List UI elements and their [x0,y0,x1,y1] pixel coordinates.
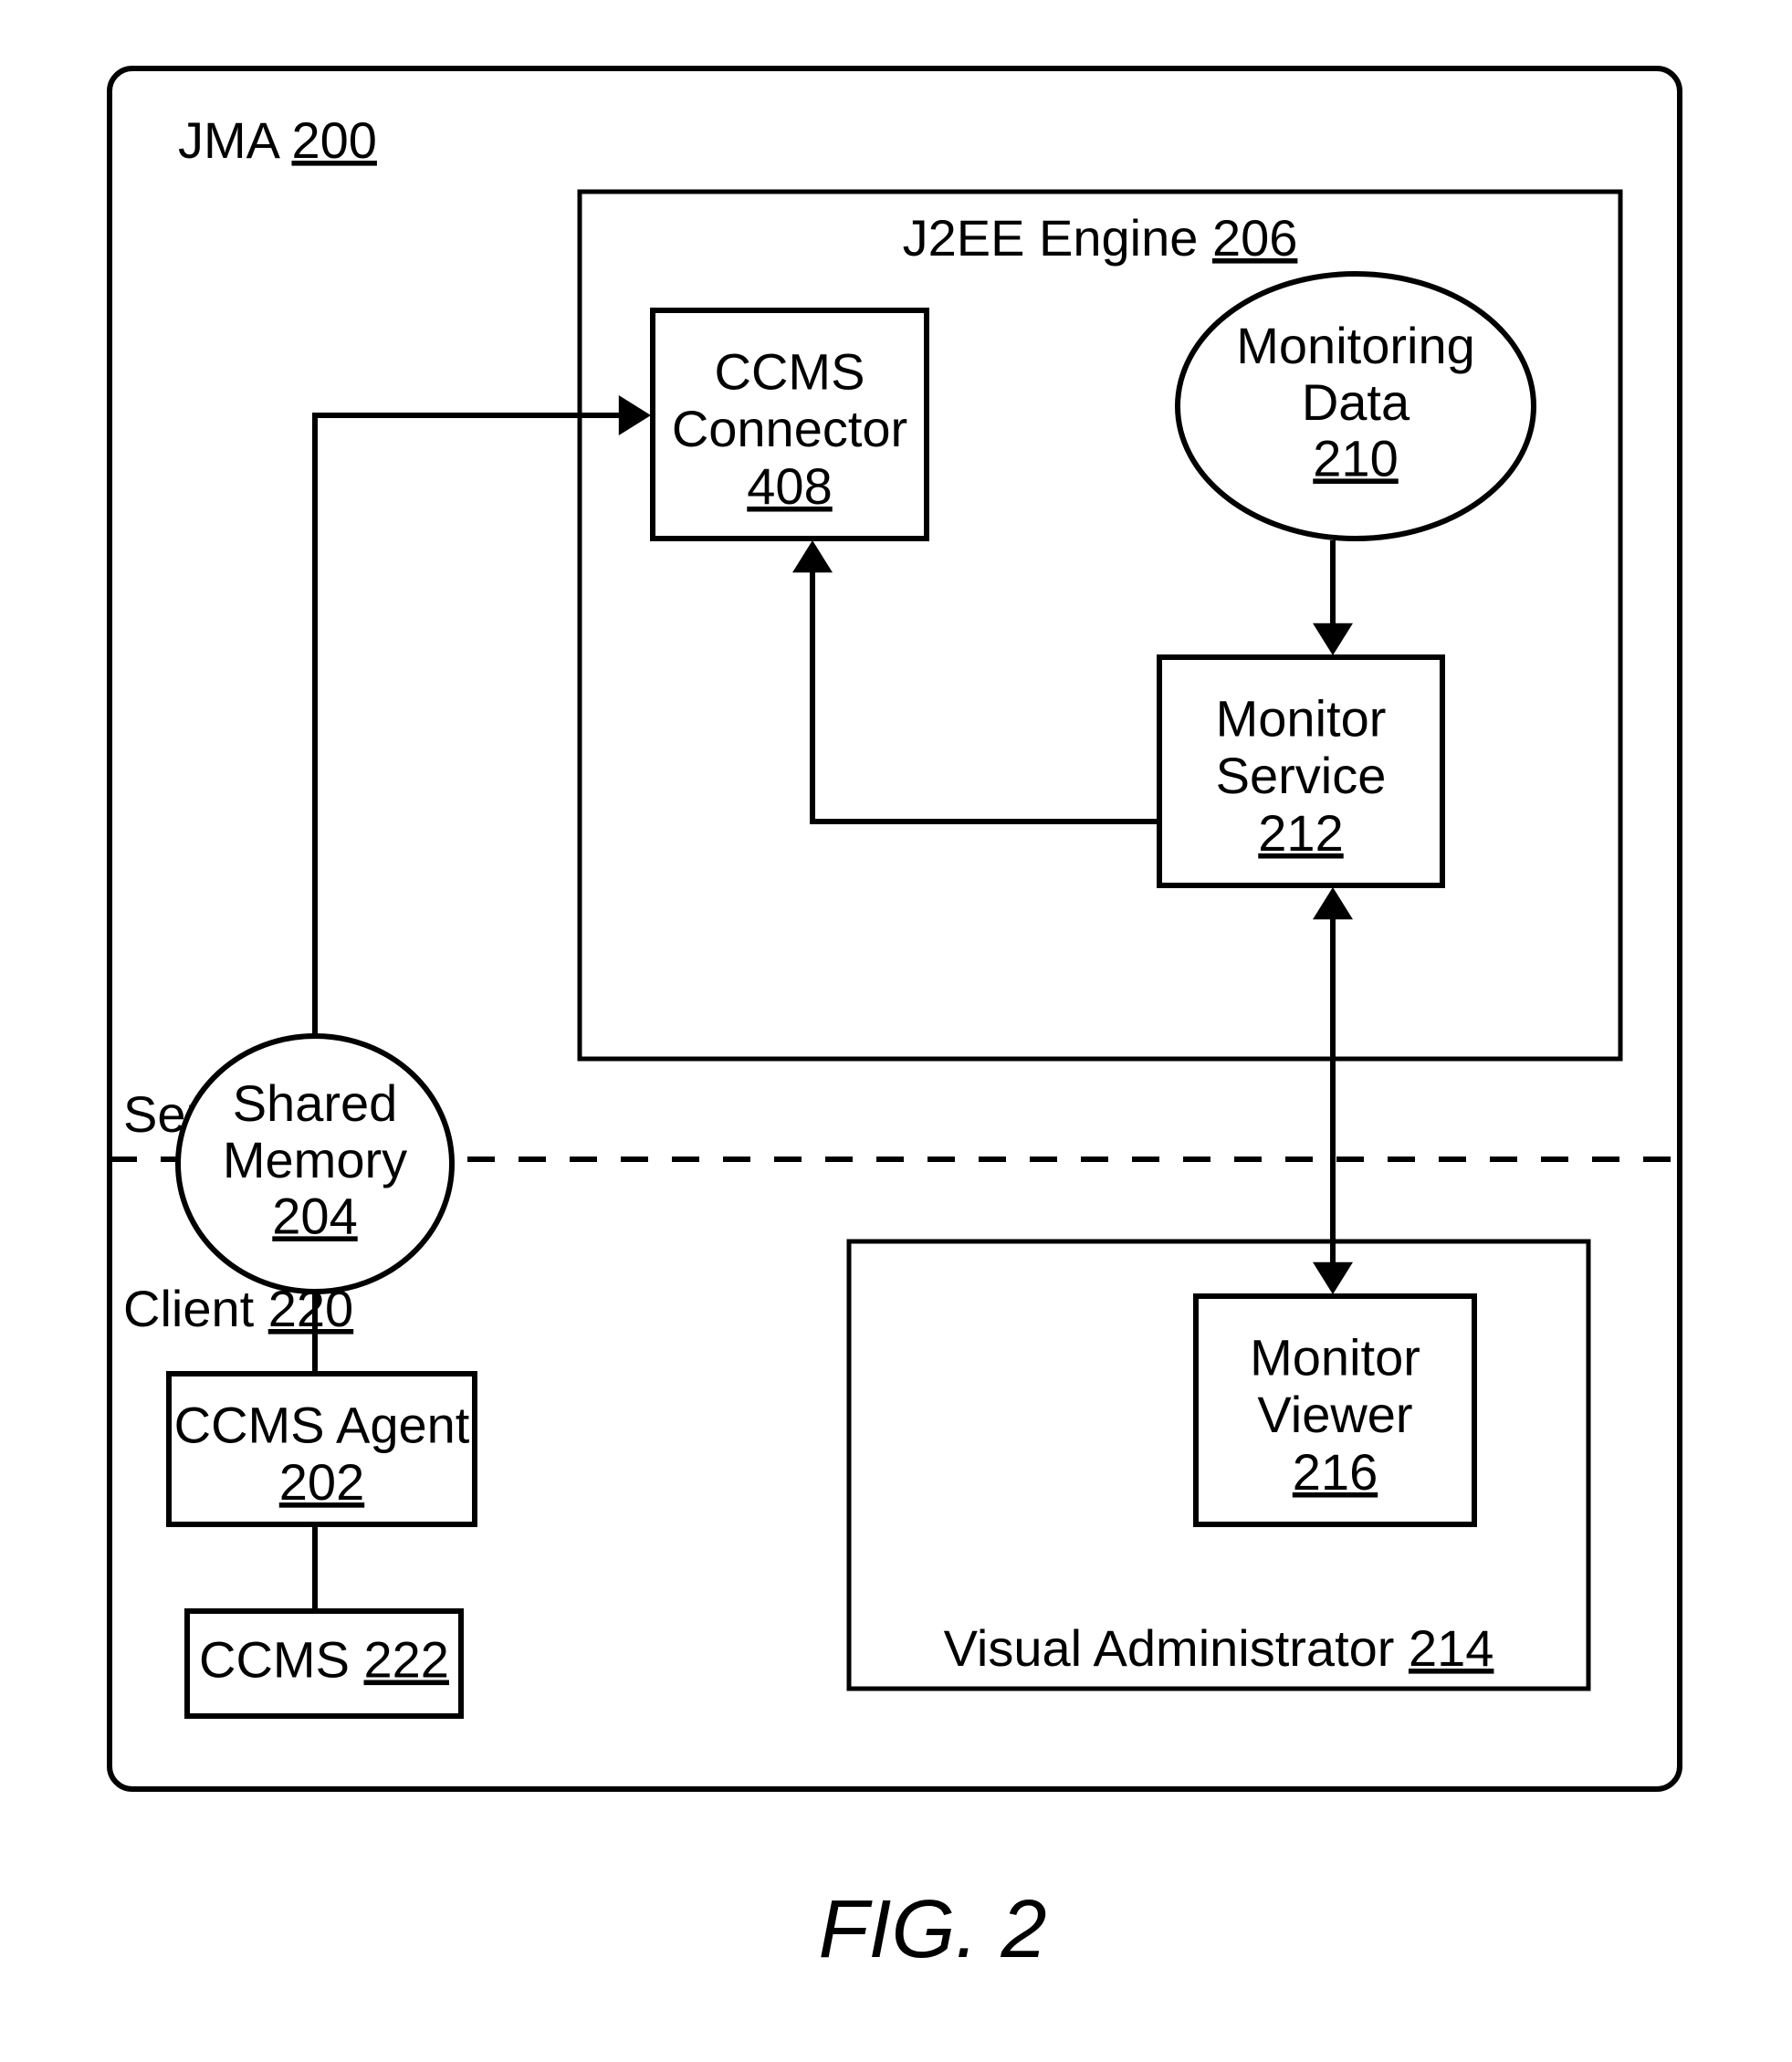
ccms-agent-ref: 202 [279,1453,364,1511]
monitor-viewer-label-line: Monitor [1250,1328,1420,1386]
monitoring-data-ref: 210 [1313,429,1398,487]
ccms-label: CCMS 222 [199,1630,449,1688]
ccms-agent-label-line: CCMS Agent [174,1396,470,1453]
jma-label: JMA 200 [178,111,377,169]
shared-memory-ref: 204 [272,1187,357,1244]
j2ee-engine-label: J2EE Engine 206 [903,209,1298,267]
monitor-viewer-label-line: Viewer [1257,1386,1412,1443]
figure-label: FIG. 2 [818,1884,1046,1975]
shared-memory-label-line: Memory [223,1131,407,1188]
monitor-service-ref: 212 [1258,804,1343,862]
monitor-service-label-line: Monitor [1216,689,1387,747]
ccms-connector-ref: 408 [747,457,832,515]
ccms-connector-label-line: CCMS [715,342,865,400]
visual-administrator-label: Visual Administrator 214 [944,1619,1494,1677]
shared-memory-label-line: Shared [233,1074,398,1132]
monitor-viewer-ref: 216 [1293,1443,1378,1501]
monitoring-data-label-line: Data [1302,373,1410,431]
monitoring-data-label-line: Monitoring [1236,317,1474,374]
edge-service-to-connector [812,564,1159,822]
monitor-service-label-line: Service [1216,747,1387,804]
ccms-connector-label-line: Connector [672,400,907,457]
